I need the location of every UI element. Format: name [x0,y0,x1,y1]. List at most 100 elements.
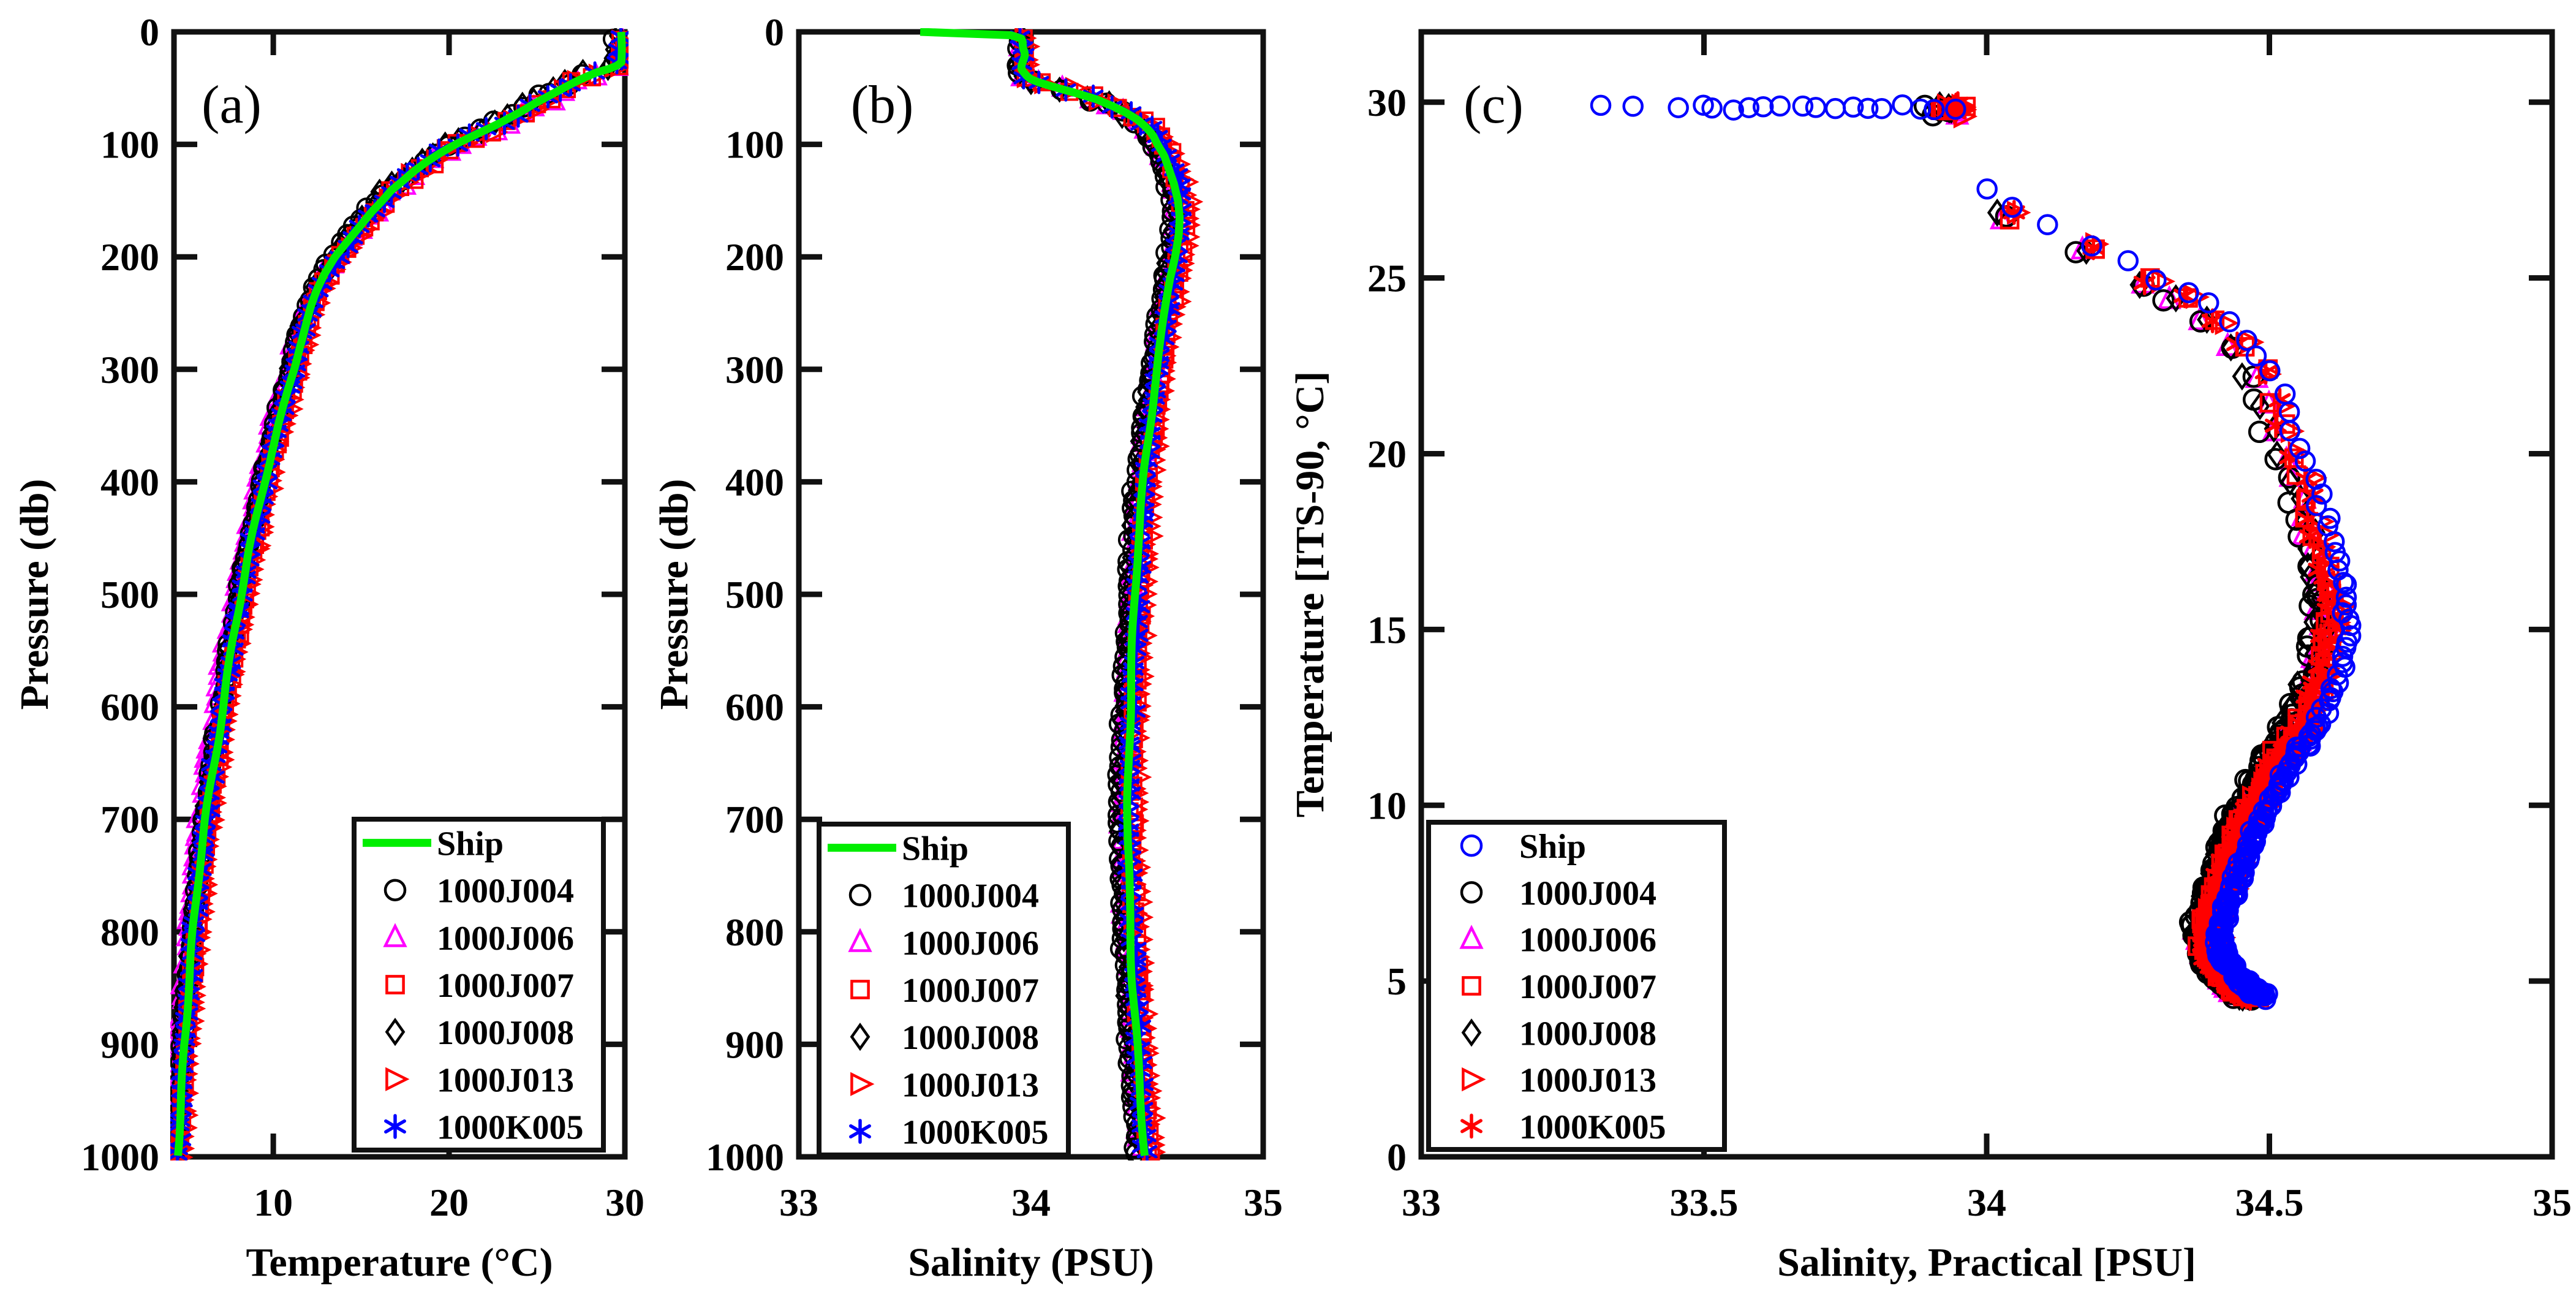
legend-entry-label: 1000J004 [1519,874,1656,912]
panel-c-yaxis-label: Temperature [ITS-90, °C] [1288,371,1332,818]
legend-entry-label: 1000K005 [1519,1108,1666,1146]
legend-entry-1000J006: 1000J006 [383,920,574,958]
legend-entry-1000J013: 1000J013 [850,1066,1039,1104]
y-tick-label: 500 [725,573,784,616]
y-tick-label: 700 [100,798,159,841]
legend-entry-1000K005: 1000K005 [384,1108,584,1146]
legend-entry-1000J004: 1000J004 [383,873,574,911]
legend-entry-label: 1000J006 [437,920,574,958]
legend-entry-1000K005: 1000K005 [849,1113,1049,1151]
legend-entry-1000J008: 1000J008 [850,1019,1039,1057]
panel-b-data [920,28,1204,1160]
legend-entry-label: 1000J008 [1519,1015,1656,1053]
legend-entry-label: Ship [902,830,969,868]
x-tick-label: 34 [1967,1181,2006,1224]
panel-b-xaxis-label: Salinity (PSU) [908,1240,1154,1285]
y-tick-label: 15 [1367,608,1407,651]
panel-a-yaxis-label: Pressure (db) [12,479,57,710]
x-tick-label: 34 [1011,1181,1051,1224]
series-c-1000J007 [1930,96,2344,1007]
legend-entry-1000J007: 1000J007 [1462,968,1656,1006]
legend-entry-label: 1000J013 [437,1061,574,1099]
series-c-1000J006 [1926,91,2342,1008]
y-tick-label: 200 [725,235,784,279]
legend-entry-Ship: Ship [828,830,969,868]
panel-c-ts-diagram: 33 33.5 34 34.5 35 0 5 10 15 20 25 30 [1367,29,2572,1224]
legend-entry-label: 1000J008 [437,1014,574,1052]
x-tick-label: 20 [429,1181,469,1224]
y-tick-label: 900 [100,1023,159,1066]
y-tick-label: 500 [100,573,159,616]
legend-entry-label: 1000J006 [902,925,1039,963]
y-tick-label: 100 [100,123,159,167]
legend-entry-label: 1000J006 [1519,922,1656,960]
legend-entry-label: 1000K005 [437,1108,584,1146]
legend-entry-label: 1000K005 [902,1113,1049,1151]
x-tick-label: 35 [1244,1181,1283,1224]
legend-entry-label: 1000J007 [1519,968,1656,1006]
y-tick-label: 10 [1367,784,1407,827]
series-c-1000J004 [1913,94,2335,1011]
legend-entry-1000K005: 1000K005 [1460,1108,1666,1146]
x-tick-label: 35 [2533,1181,2572,1224]
legend-entry-label: 1000J008 [902,1019,1039,1057]
panel-b-yaxis-label: Pressure (db) [652,479,697,710]
legend-entry-label: Ship [437,825,504,863]
y-tick-label: 0 [1387,1135,1407,1179]
legend-entry-1000J008: 1000J008 [385,1014,574,1052]
x-tick-label: 33.5 [1670,1181,1739,1224]
legend-entry-label: 1000J013 [902,1066,1039,1104]
ship-line-temperature [174,31,626,1157]
axes-(c): 33 33.5 34 34.5 35 0 5 10 15 20 25 30 [1367,29,2572,1224]
panel-b-letter: (b) [851,75,914,135]
panel-c-xaxis-label: Salinity, Practical [PSU] [1777,1240,2196,1285]
x-tick-label: 33 [779,1181,818,1224]
y-tick-label: 1000 [706,1135,784,1179]
panel-a-data [170,28,629,1160]
series-c-1000K005 [1943,91,2354,1011]
y-tick-label: 200 [100,235,159,279]
x-tick-label: 33 [1402,1181,1441,1224]
x-tick-label: 10 [254,1181,293,1224]
legend-entry-label: Ship [1519,828,1586,866]
y-tick-label: 0 [140,10,159,54]
legend-panel-c: Ship 1000J004 1000J006 1000J007 1000J008 1000… [1426,820,1727,1152]
legend-entry-Ship: Ship [1460,828,1586,866]
legend-entry-label: 1000J007 [437,967,574,1005]
y-tick-label: 700 [725,798,784,841]
legend-entry-Ship: Ship [363,825,504,863]
y-tick-label: 600 [100,686,159,729]
ship-line-salinity [920,28,1184,1157]
legend-entry-1000J006: 1000J006 [848,925,1039,963]
legend-panel-b: Ship 1000J004 1000J006 1000J007 1000J008 1000… [817,822,1071,1157]
series-c-ship [1590,94,2362,1010]
y-tick-label: 30 [1367,81,1407,124]
y-tick-label: 20 [1367,433,1407,476]
legend-entry-1000J004: 1000J004 [848,877,1039,915]
y-tick-label: 400 [725,460,784,504]
legend-entry-1000J007: 1000J007 [385,967,574,1005]
panel-c-data [1590,91,2362,1012]
legend-entry-label: 1000J004 [902,877,1039,915]
panel-a-xaxis-label: Temperature (°C) [246,1240,553,1285]
y-tick-label: 800 [725,911,784,954]
y-tick-label: 600 [725,686,784,729]
y-tick-label: 100 [725,123,784,167]
legend-entry-label: 1000J013 [1519,1062,1656,1100]
y-tick-label: 5 [1387,960,1407,1003]
legend-entry-label: 1000J004 [437,873,574,911]
y-tick-label: 0 [765,10,784,54]
y-tick-label: 300 [725,348,784,392]
x-tick-label: 30 [605,1181,644,1224]
legend-entry-label: 1000J007 [902,972,1039,1010]
panel-c-letter: (c) [1464,75,1524,135]
legend-entry-1000J013: 1000J013 [385,1061,574,1099]
legend-entry-1000J008: 1000J008 [1461,1015,1656,1053]
x-tick-label: 34.5 [2235,1181,2304,1224]
y-tick-label: 800 [100,911,159,954]
y-tick-label: 400 [100,460,159,504]
y-tick-label: 1000 [81,1135,159,1179]
